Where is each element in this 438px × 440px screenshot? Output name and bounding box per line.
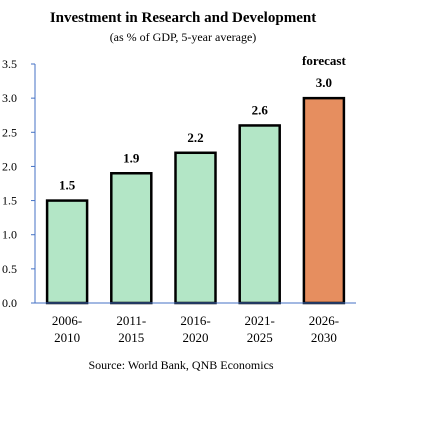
chart-source: Source: World Bank, QNB Economics	[88, 358, 274, 372]
chart-title: Investment in Research and Development	[49, 10, 317, 26]
y-tick-label: 3.0	[2, 91, 17, 105]
x-tick-label: 2026-	[309, 313, 339, 328]
y-tick-label: 2.5	[2, 125, 17, 139]
bar	[238, 124, 281, 305]
data-label: 1.9	[123, 150, 140, 165]
x-tick-label: 2030	[311, 330, 337, 345]
chart-subtitle: (as % of GDP, 5-year average)	[109, 30, 257, 44]
forecast-label: forecast	[302, 53, 346, 68]
x-tick-label: 2021-	[245, 313, 275, 328]
x-tick-label: 2006-	[52, 313, 82, 328]
y-tick-label: 1.5	[2, 194, 17, 208]
x-tick-label: 2016-	[180, 313, 210, 328]
x-tick-label: 2020	[183, 330, 209, 345]
data-label: 2.2	[187, 130, 203, 145]
y-tick-label: 0.5	[2, 262, 17, 276]
y-tick-label: 1.0	[2, 228, 17, 242]
y-tick-label: 3.5	[2, 57, 17, 71]
y-tick-label: 0.0	[2, 296, 17, 310]
x-tick-label: 2011-	[116, 313, 146, 328]
bar	[110, 172, 153, 305]
bar	[174, 151, 217, 305]
x-tick-label: 2025	[247, 330, 273, 345]
data-label: 1.5	[59, 178, 76, 193]
forecast-bar	[302, 96, 346, 305]
x-tick-label: 2015	[118, 330, 144, 345]
y-tick-label: 2.0	[2, 159, 17, 173]
data-label: 3.0	[316, 75, 332, 90]
bar	[45, 199, 89, 305]
x-tick-label: 2010	[54, 330, 80, 345]
data-label: 2.6	[252, 102, 269, 117]
